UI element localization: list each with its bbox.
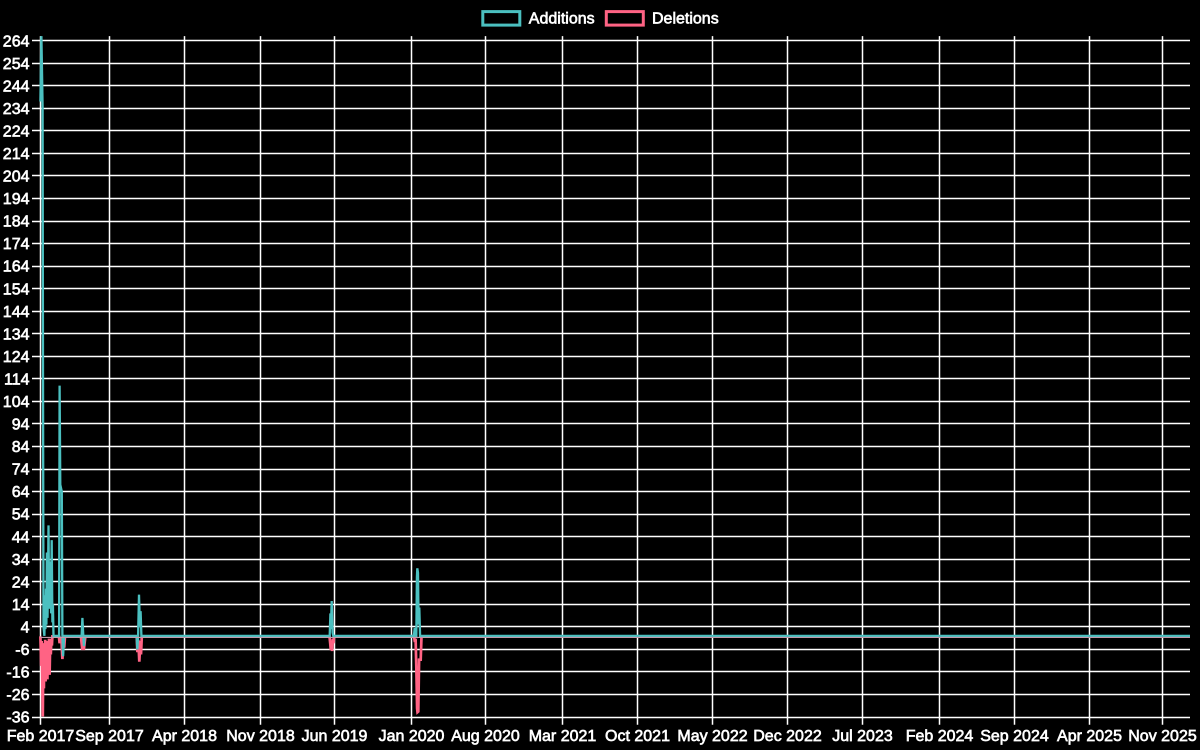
- svg-text:14: 14: [12, 597, 30, 614]
- svg-text:214: 214: [3, 146, 30, 163]
- svg-text:234: 234: [3, 101, 30, 118]
- svg-text:114: 114: [4, 372, 30, 389]
- svg-text:Apr 2025: Apr 2025: [1057, 728, 1122, 745]
- svg-text:174: 174: [3, 236, 30, 253]
- svg-text:Oct 2021: Oct 2021: [605, 728, 670, 745]
- svg-text:Jan 2020: Jan 2020: [379, 728, 445, 745]
- svg-text:-16: -16: [6, 665, 29, 682]
- svg-text:Jun 2019: Jun 2019: [302, 728, 368, 745]
- svg-text:104: 104: [3, 394, 30, 411]
- svg-text:164: 164: [3, 259, 30, 276]
- svg-text:4: 4: [21, 620, 30, 637]
- svg-text:124: 124: [3, 349, 30, 366]
- svg-text:Feb 2017: Feb 2017: [7, 728, 75, 745]
- svg-text:54: 54: [12, 507, 30, 524]
- svg-text:144: 144: [3, 304, 30, 321]
- svg-text:264: 264: [3, 33, 30, 50]
- svg-text:64: 64: [12, 484, 30, 501]
- svg-text:-6: -6: [15, 642, 29, 659]
- svg-text:84: 84: [12, 439, 30, 456]
- svg-text:Nov 2018: Nov 2018: [226, 728, 295, 745]
- svg-text:Mar 2021: Mar 2021: [529, 728, 597, 745]
- svg-text:-26: -26: [6, 687, 29, 704]
- svg-text:34: 34: [12, 552, 30, 569]
- svg-text:Sep 2017: Sep 2017: [75, 728, 144, 745]
- svg-text:Apr 2018: Apr 2018: [152, 728, 217, 745]
- svg-text:154: 154: [3, 281, 30, 298]
- svg-text:244: 244: [3, 78, 30, 95]
- svg-text:204: 204: [3, 169, 30, 186]
- svg-text:Dec 2022: Dec 2022: [753, 728, 822, 745]
- svg-text:194: 194: [3, 191, 30, 208]
- svg-text:134: 134: [3, 326, 30, 343]
- svg-text:-36: -36: [6, 710, 29, 727]
- svg-text:94: 94: [12, 417, 30, 434]
- svg-text:254: 254: [3, 56, 30, 73]
- svg-text:Aug 2020: Aug 2020: [451, 728, 520, 745]
- svg-text:May 2022: May 2022: [677, 728, 747, 745]
- svg-text:Jul 2023: Jul 2023: [832, 728, 893, 745]
- svg-text:Sep 2024: Sep 2024: [980, 728, 1049, 745]
- svg-text:44: 44: [12, 529, 30, 546]
- svg-text:Nov 2025: Nov 2025: [1128, 728, 1197, 745]
- svg-text:184: 184: [3, 214, 30, 231]
- svg-text:Deletions: Deletions: [652, 10, 719, 27]
- svg-text:24: 24: [12, 574, 30, 591]
- svg-text:74: 74: [12, 462, 30, 479]
- svg-text:Additions: Additions: [529, 10, 595, 27]
- svg-text:Feb 2024: Feb 2024: [906, 728, 974, 745]
- svg-text:224: 224: [3, 123, 30, 140]
